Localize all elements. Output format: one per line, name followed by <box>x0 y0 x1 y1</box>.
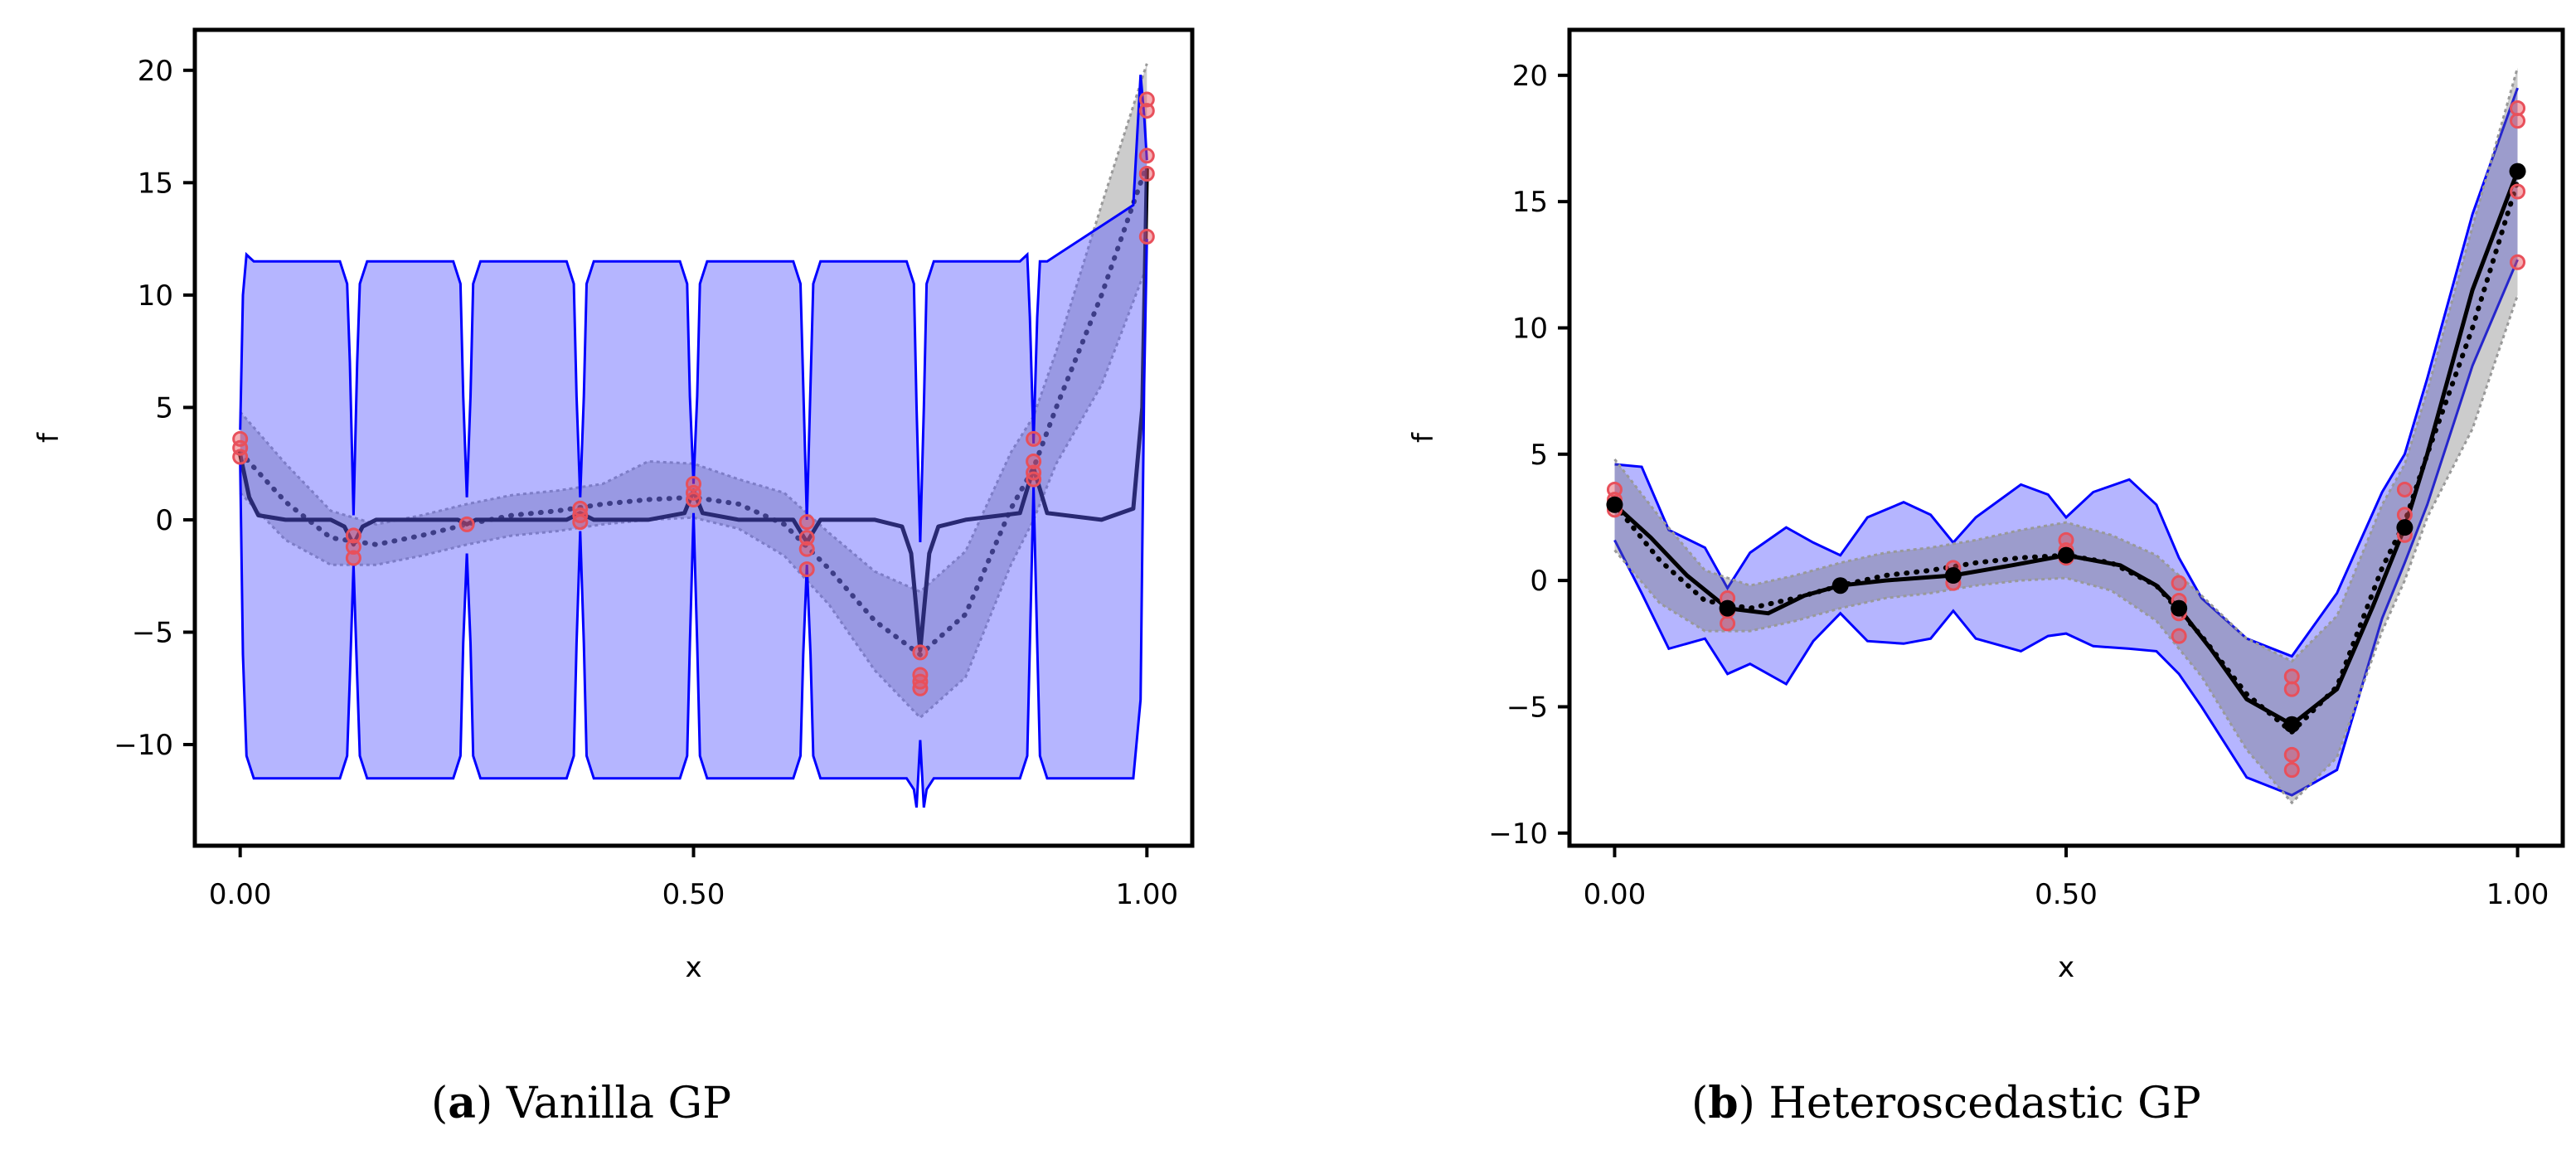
observation-point <box>232 449 249 465</box>
y-tick-label: −5 <box>132 616 173 649</box>
x-axis-label: x <box>685 951 701 984</box>
observation-point <box>2510 183 2526 200</box>
band-blue-fill <box>240 75 1147 808</box>
x-tick-label: 1.00 <box>2486 878 2549 911</box>
caption-b: (b) Heteroscedastic GP <box>1691 1078 2201 1128</box>
observation-point <box>1026 471 1042 488</box>
band-upper-edge <box>1614 87 2519 658</box>
observation-point <box>2283 746 2300 763</box>
observation-point <box>345 538 361 555</box>
band-lower-edge <box>239 239 1148 808</box>
observation-point <box>458 516 475 532</box>
observation-point <box>912 644 929 661</box>
mean-marker <box>2058 546 2074 564</box>
mean-marker <box>2396 519 2413 536</box>
y-tick-label: 10 <box>1512 312 1548 345</box>
x-tick-label: 1.00 <box>1115 878 1178 911</box>
observation-point <box>345 550 361 566</box>
mean-marker <box>1831 577 1849 594</box>
observation-point <box>2171 628 2187 644</box>
true-function-line <box>237 162 1150 657</box>
observation-point <box>1026 430 1042 447</box>
mean-marker <box>2171 599 2188 617</box>
plot-area <box>232 63 1155 808</box>
caption-b-letter: b <box>1708 1078 1739 1128</box>
x-tick-label: 0.00 <box>1584 878 1647 911</box>
observation-point <box>912 680 929 696</box>
caption-a-text: Vanilla GP <box>506 1079 732 1128</box>
y-tick-label: 5 <box>155 391 173 425</box>
y-tick-label: 15 <box>1512 186 1548 219</box>
observation-point <box>1720 615 1736 632</box>
observation-point <box>1138 228 1155 245</box>
mean-marker <box>1719 599 1736 617</box>
observation-point <box>2283 668 2300 685</box>
y-tick-label: 0 <box>1530 565 1548 598</box>
observation-point <box>345 527 361 544</box>
y-tick-label: −5 <box>1506 691 1548 724</box>
observation-point <box>798 541 815 557</box>
gp-mean-line <box>1613 169 2520 727</box>
band-upper-edge <box>239 75 1148 543</box>
observation-point <box>1138 165 1155 182</box>
observation-point <box>1026 453 1042 469</box>
band-grey-fill <box>1614 67 2518 803</box>
band-upper-edge <box>1613 67 2519 663</box>
observation-point <box>2510 113 2526 129</box>
y-tick-label: 20 <box>1512 60 1548 93</box>
y-tick-label: 10 <box>138 279 173 313</box>
observation-point <box>2510 254 2526 270</box>
observation-point <box>2283 762 2300 779</box>
mean-marker <box>1944 567 1962 585</box>
y-axis-label: f <box>32 432 65 443</box>
observation-point <box>2510 99 2526 116</box>
chart-panel-1: −10 −5 0 5 10 15 20 0.00 0.50 1.00 x f <box>1407 27 2565 984</box>
observation-point <box>798 561 815 578</box>
y-tick-label: 0 <box>155 504 173 537</box>
observation-point <box>686 492 701 508</box>
y-tick-label: −10 <box>1488 818 1548 851</box>
mean-marker <box>2509 163 2526 180</box>
band-lower-edge <box>1613 259 2519 797</box>
plot-area <box>1606 67 2526 805</box>
observation-point <box>1138 103 1155 119</box>
mean-marker <box>1606 496 1623 513</box>
y-axis-label: f <box>1407 432 1440 443</box>
chart-panel-0: −10 −5 0 5 10 15 20 0.00 0.50 1.00 x f <box>32 27 1195 984</box>
band-blue-fill <box>1614 88 2518 796</box>
x-tick-label: 0.50 <box>2035 878 2098 911</box>
x-axis-label: x <box>2058 951 2074 984</box>
band-lower-edge <box>1613 294 2519 805</box>
y-tick-label: 15 <box>138 167 173 200</box>
y-tick-label: 5 <box>1530 439 1548 472</box>
caption-a: (a) Vanilla GP <box>431 1078 732 1128</box>
observation-point <box>2396 481 2413 497</box>
observation-point <box>798 530 815 546</box>
observation-point <box>1138 91 1155 108</box>
caption-a-letter: a <box>448 1078 476 1128</box>
band-upper-edge <box>239 63 1148 594</box>
observation-point <box>1138 148 1155 164</box>
x-tick-label: 0.00 <box>209 878 272 911</box>
band-lower-edge <box>239 265 1148 720</box>
observation-point <box>572 514 589 531</box>
mean-marker <box>2283 716 2301 733</box>
y-tick-label: 20 <box>138 55 173 88</box>
observation-point <box>798 514 815 531</box>
x-tick-label: 0.50 <box>662 878 725 911</box>
true-function-line <box>1612 178 2520 735</box>
observation-point <box>2283 681 2300 697</box>
y-tick-label: −10 <box>114 729 173 762</box>
caption-b-text: Heteroscedastic GP <box>1768 1079 2201 1128</box>
observation-point <box>2171 575 2187 591</box>
